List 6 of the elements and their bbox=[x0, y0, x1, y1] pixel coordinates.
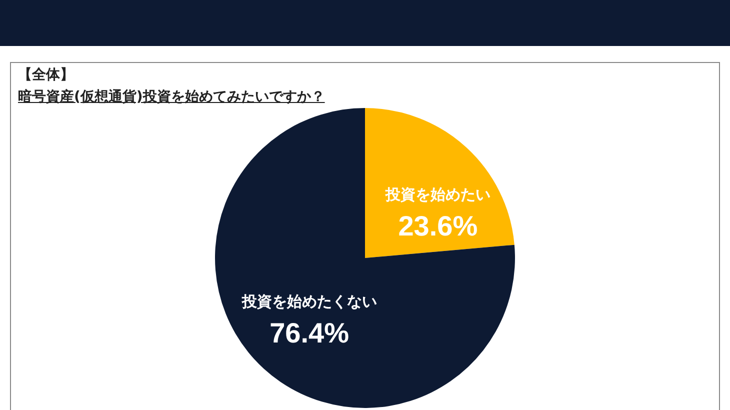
data-label: 23.6% bbox=[398, 210, 478, 242]
chart-subtitle: 暗号資産(仮想通貨)投資を始めてみたいですか？ bbox=[18, 88, 325, 106]
data-label: 76.4% bbox=[270, 318, 350, 349]
slice-label: 投資を始めたい bbox=[384, 185, 490, 204]
slice-label: 投資を始めたくない bbox=[240, 292, 377, 311]
text: 【全体】 bbox=[18, 66, 74, 84]
